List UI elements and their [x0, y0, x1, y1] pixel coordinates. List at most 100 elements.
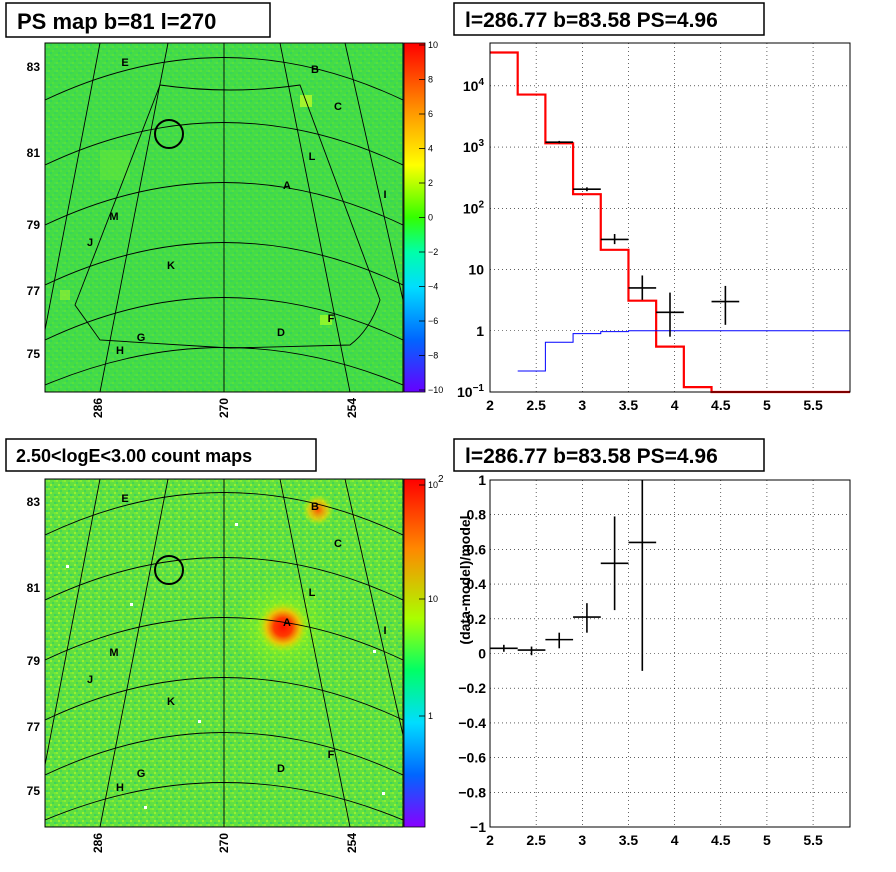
count-map-colorbar — [404, 479, 425, 827]
ps-colorbar-tick-label: 4 — [428, 144, 433, 154]
residual-y-tick-label: 0.2 — [467, 611, 487, 627]
source-label-f: F — [328, 313, 335, 325]
map-y-tick-label: 81 — [27, 581, 41, 595]
count-map-panel: E B C L A I M J K G H D F 83 81 79 77 75 286 270 254 102 10… — [5, 438, 444, 853]
ps-colorbar-tick-label: 10 — [428, 40, 438, 50]
source-label-l: L — [309, 587, 316, 599]
count-map-target-circle — [154, 555, 184, 585]
residual-x-tick-label: 2 — [486, 832, 494, 848]
source-label-a: A — [283, 617, 291, 629]
ps-map-title-box — [5, 2, 271, 38]
source-label-m: M — [109, 647, 118, 659]
residual-y-tick-label: −0.4 — [458, 715, 486, 731]
ps-colorbar-tick-label: −10 — [428, 385, 443, 395]
map-x-tick-label: 270 — [217, 833, 231, 853]
spectrum-y-tick-label: 104 — [463, 77, 485, 94]
source-label-b: B — [311, 501, 319, 513]
source-label-i: I — [383, 189, 386, 201]
spectrum-x-tick-label: 5 — [763, 397, 771, 413]
residual-y-tick-label: −0.2 — [458, 680, 486, 696]
residual-x-tick-label: 4 — [671, 832, 679, 848]
residual-title-box — [453, 438, 765, 472]
source-label-e: E — [121, 493, 128, 505]
residual-y-tick-label: 0.6 — [467, 541, 487, 557]
source-label-a: A — [283, 180, 291, 192]
map-x-tick-label: 286 — [91, 833, 105, 853]
spectrum-x-tick-label: 3 — [578, 397, 586, 413]
source-label-k: K — [167, 696, 175, 708]
map-y-tick-label: 83 — [27, 60, 41, 74]
map-y-tick-label: 77 — [27, 720, 41, 734]
source-label-i: I — [383, 625, 386, 637]
spectrum-x-tick-label: 3.5 — [619, 397, 639, 413]
count-map-source-A-blob — [257, 601, 309, 653]
count-map-title: 2.50<logE<3.00 count maps — [16, 446, 252, 466]
spectrum-x-tick-label: 4 — [671, 397, 679, 413]
ps-map-frame — [44, 42, 404, 393]
residual-y-tick-label: −1 — [470, 819, 486, 835]
ps-colorbar-tick-label: 0 — [428, 213, 433, 223]
source-label-l: L — [309, 151, 316, 163]
source-label-g: G — [137, 768, 146, 780]
ps-map-overlay — [45, 43, 403, 392]
source-label-f: F — [328, 749, 335, 761]
ps-map-grid — [45, 43, 403, 392]
count-map-grid — [45, 479, 403, 827]
spectrum-y-tick-label: 10−1 — [457, 383, 484, 400]
source-label-h: H — [116, 345, 124, 357]
ps-colorbar-tick-label: −4 — [428, 282, 438, 292]
source-label-j: J — [87, 237, 93, 249]
spectrum-title-box — [453, 2, 765, 36]
residual-x-tick-label: 3.5 — [619, 832, 639, 848]
source-label-m: M — [109, 211, 118, 223]
spectrum-y-tick-label: 1 — [476, 323, 484, 339]
residual-y-tick-label: −0.6 — [458, 750, 486, 766]
spectrum-frame — [489, 42, 851, 393]
source-label-d: D — [277, 327, 285, 339]
map-x-tick-label: 270 — [217, 398, 231, 418]
spectrum-y-tick-label: 103 — [463, 138, 485, 155]
count-colorbar-tick-label: 1 — [428, 711, 433, 721]
residual-x-tick-label: 3 — [578, 832, 586, 848]
ps-map-colorbar — [404, 43, 425, 392]
residual-frame — [489, 479, 851, 828]
ps-colorbar-tick-label: 2 — [428, 178, 433, 188]
count-colorbar-tick-label: 102 — [428, 474, 444, 490]
spectrum-y-tick-label: 102 — [463, 199, 485, 216]
spectrum-x-tick-label: 2 — [486, 397, 494, 413]
count-map-frame — [44, 478, 404, 828]
source-label-g: G — [137, 332, 146, 344]
map-x-tick-label: 254 — [345, 833, 359, 853]
map-y-tick-label: 79 — [27, 218, 41, 232]
residual-x-tick-label: 4.5 — [711, 832, 731, 848]
ps-colorbar-tick-label: 8 — [428, 75, 433, 85]
ps-map-title: PS map b=81 l=270 — [17, 9, 216, 34]
spectrum-x-tick-label: 2.5 — [526, 397, 546, 413]
source-label-e: E — [121, 57, 128, 69]
background-model-line — [517, 330, 850, 372]
count-colorbar-tick-label: 10 — [428, 594, 438, 604]
source-label-k: K — [167, 260, 175, 272]
residual-x-tick-label: 2.5 — [526, 832, 546, 848]
source-label-c: C — [334, 101, 342, 113]
map-y-tick-label: 75 — [27, 347, 41, 361]
residual-y-tick-label: 0.4 — [467, 576, 487, 592]
ps-map-panel: E B C L A I M J K G H D F 83 81 79 77 75 286 270 254 10 8 6 4… — [5, 2, 443, 418]
source-label-h: H — [116, 782, 124, 794]
residual-title: l=286.77 b=83.58 PS=4.96 — [465, 445, 718, 468]
map-y-tick-label: 77 — [27, 284, 41, 298]
ps-colorbar-tick-label: 6 — [428, 109, 433, 119]
source-label-j: J — [87, 674, 93, 686]
spectrum-x-tick-label: 4.5 — [711, 397, 731, 413]
residual-y-tick-label: 1 — [478, 472, 486, 488]
ps-colorbar-tick-label: −8 — [428, 351, 438, 361]
residual-ylabel: (data-model)/model — [457, 515, 473, 644]
map-y-tick-label: 83 — [27, 495, 41, 509]
ps-colorbar-tick-label: −2 — [428, 247, 438, 257]
residual-y-tick-label: 0 — [478, 646, 486, 662]
source-label-c: C — [334, 538, 342, 550]
source-label-b: B — [311, 64, 319, 76]
ps-map-target-circle — [154, 119, 184, 149]
residual-x-tick-label: 5.5 — [803, 832, 823, 848]
